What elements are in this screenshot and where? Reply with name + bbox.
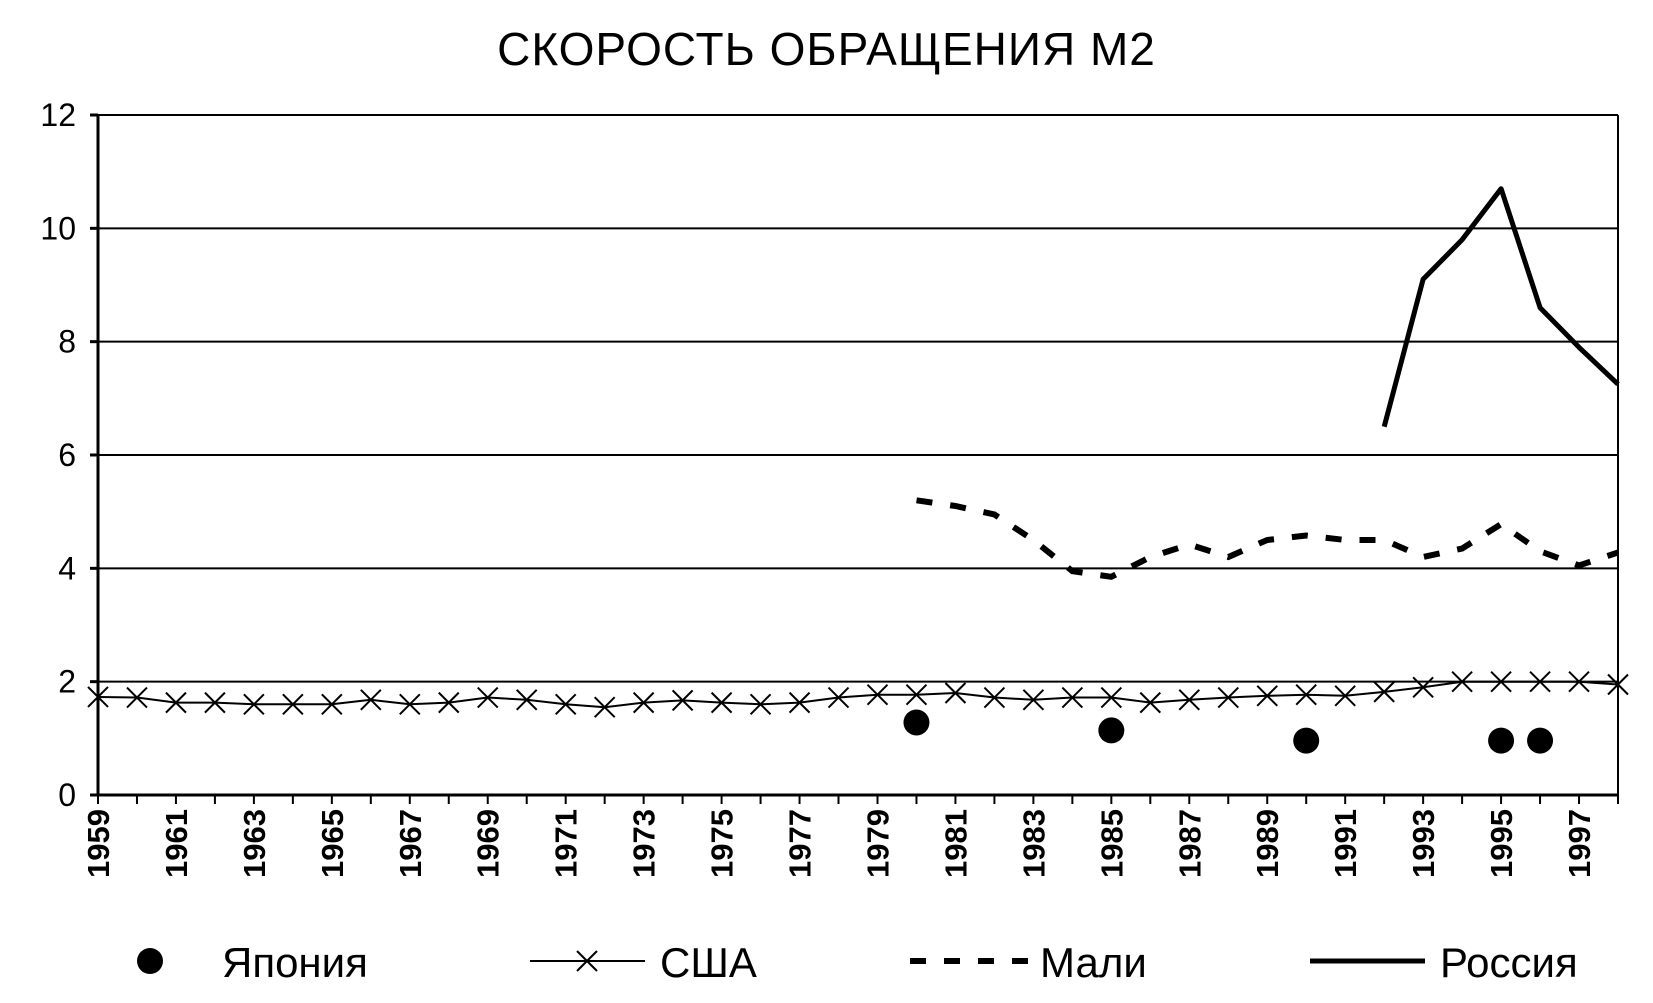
data-point xyxy=(983,686,1006,709)
x-tick-label: 1981 xyxy=(938,809,973,878)
x-tick-label: 1989 xyxy=(1250,809,1285,878)
series-3 xyxy=(1381,186,1620,428)
data-point xyxy=(749,693,772,716)
x-tick-label: 1995 xyxy=(1484,809,1519,878)
data-point xyxy=(1139,691,1162,714)
data-point xyxy=(360,689,382,711)
data-point xyxy=(710,691,733,714)
data-point xyxy=(1607,673,1629,696)
series-line xyxy=(916,497,1619,580)
series-2 xyxy=(916,497,1619,580)
data-point xyxy=(1373,681,1395,703)
data-point xyxy=(788,691,811,714)
legend-symbol xyxy=(576,950,598,972)
data-point xyxy=(1098,717,1125,744)
data-point xyxy=(399,693,421,716)
y-tick-label: 2 xyxy=(58,664,76,700)
data-point xyxy=(827,686,850,709)
legend-item-2: Мали xyxy=(910,939,1147,986)
x-tick-label: 1975 xyxy=(705,809,740,878)
data-point xyxy=(1217,686,1239,709)
data-point xyxy=(905,683,928,706)
legend-label: Мали xyxy=(1040,939,1147,986)
data-point xyxy=(1295,683,1317,706)
x-tick-label: 1969 xyxy=(471,809,506,878)
x-tick-label: 1973 xyxy=(627,809,662,878)
data-point xyxy=(1256,685,1278,707)
x-tick-label: 1959 xyxy=(81,809,116,878)
x-tick-label: 1965 xyxy=(315,809,350,878)
data-point xyxy=(1490,670,1512,693)
x-tick-label: 1967 xyxy=(393,809,428,878)
series-layer xyxy=(87,186,1629,754)
data-point xyxy=(866,683,889,706)
data-point xyxy=(1178,689,1200,711)
x-tick-label: 1987 xyxy=(1172,809,1207,878)
legend-item-3: Россия xyxy=(1310,939,1578,986)
data-point xyxy=(165,691,187,714)
data-point xyxy=(1022,689,1045,711)
legend-symbol xyxy=(137,948,163,974)
data-point xyxy=(671,689,694,712)
data-point xyxy=(1334,685,1356,707)
x-tick-label: 1993 xyxy=(1406,809,1441,878)
data-point xyxy=(477,686,499,709)
legend: Япония США Мали Россия xyxy=(137,939,1578,986)
legend-label: Япония xyxy=(222,939,368,986)
x-tick-label: 1971 xyxy=(549,809,584,878)
data-point xyxy=(1451,670,1473,693)
series-0 xyxy=(903,709,1554,754)
x-tick-label: 1979 xyxy=(860,809,895,878)
data-point xyxy=(1412,676,1434,699)
data-point xyxy=(438,691,460,714)
y-tick-label: 0 xyxy=(58,777,76,813)
series-line xyxy=(97,680,1619,709)
x-tick-label: 1985 xyxy=(1094,809,1129,878)
data-point xyxy=(321,693,343,716)
data-point xyxy=(944,682,967,704)
data-point xyxy=(1529,670,1551,693)
data-point xyxy=(1527,727,1554,754)
data-point xyxy=(1061,686,1084,709)
y-tick-label: 6 xyxy=(58,437,76,473)
series-line xyxy=(1381,186,1620,428)
y-tick-label: 12 xyxy=(40,97,76,133)
y-tick-label: 10 xyxy=(40,210,76,246)
data-point xyxy=(282,693,304,716)
axes: 0 2 4 6 8 10 12 1959 1961 1963 1965 1967 1969 1971 197… xyxy=(40,97,1619,878)
data-point xyxy=(593,696,616,718)
data-point xyxy=(126,686,148,709)
x-tick-label: 1977 xyxy=(783,809,818,878)
gridlines xyxy=(98,114,1618,683)
legend-item-1: США xyxy=(530,939,757,986)
data-point xyxy=(87,686,109,708)
data-point xyxy=(1293,727,1320,754)
data-point xyxy=(1100,686,1123,709)
data-point xyxy=(1568,670,1590,693)
x-tick-label: 1983 xyxy=(1016,809,1051,878)
x-tick-label: 1963 xyxy=(237,809,272,878)
data-point xyxy=(903,709,930,736)
data-point xyxy=(1488,727,1515,754)
x-tick-label: 1991 xyxy=(1328,809,1363,878)
x-tick-label: 1997 xyxy=(1562,809,1597,878)
data-point xyxy=(204,691,226,714)
data-point xyxy=(243,693,265,716)
series-1 xyxy=(87,670,1629,718)
legend-label: Россия xyxy=(1440,939,1578,986)
data-point xyxy=(554,693,577,716)
y-tick-label: 8 xyxy=(58,324,76,360)
legend-label: США xyxy=(660,939,757,986)
y-tick-label: 4 xyxy=(58,550,76,586)
data-point xyxy=(632,691,655,714)
data-point xyxy=(516,689,538,711)
chart-title: СКОРОСТЬ ОБРАЩЕНИЯ М2 xyxy=(497,23,1156,75)
legend-item-0: Япония xyxy=(137,939,368,986)
x-tick-label: 1961 xyxy=(159,809,194,878)
